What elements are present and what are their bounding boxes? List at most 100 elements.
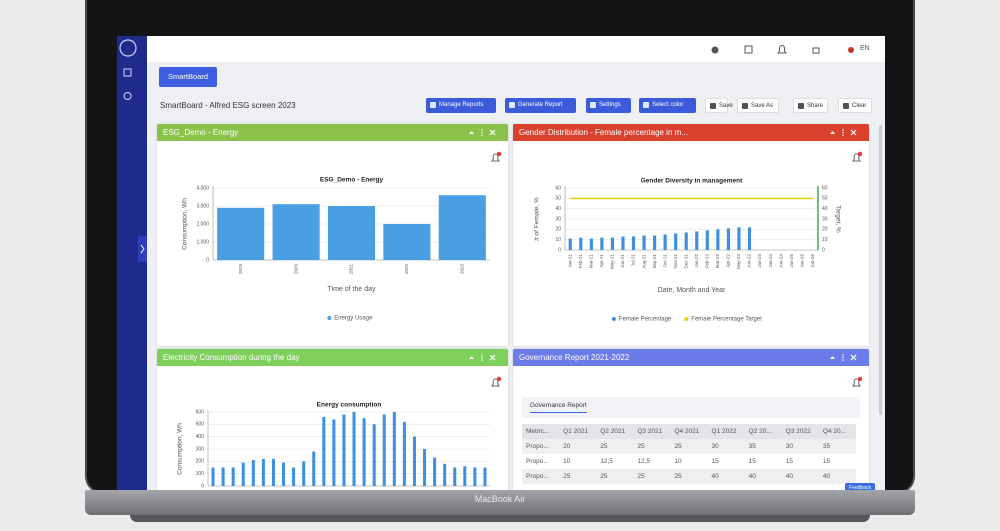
- alert-icon[interactable]: [851, 151, 863, 163]
- menu-dot: [842, 131, 844, 134]
- table-row: Propo... 10 12,5 12,5 10 15 15 15 15: [522, 454, 856, 469]
- cell: 40: [711, 473, 719, 480]
- menu-dot: [842, 134, 844, 136]
- alert-icon[interactable]: [851, 376, 863, 388]
- menu-dot: [481, 354, 483, 356]
- collapse-icon: [469, 356, 474, 359]
- settings-icon[interactable]: [711, 46, 719, 54]
- cell: 12,5: [637, 458, 650, 465]
- cell: Propo...: [526, 473, 549, 480]
- edit-icon[interactable]: [744, 45, 753, 54]
- sidebar: [117, 36, 147, 490]
- action-button[interactable]: Save: [705, 98, 733, 113]
- button-icon: [798, 103, 804, 109]
- cell: 30: [785, 443, 793, 450]
- menu-dot: [481, 359, 483, 361]
- menu-dot: [481, 356, 483, 359]
- button-label: Clear: [852, 103, 867, 109]
- home-icon[interactable]: [123, 68, 132, 77]
- action-button[interactable]: Share: [793, 98, 828, 113]
- panel: Gender Distribution - Female percentage …: [513, 124, 869, 346]
- collapse-icon: [830, 356, 835, 359]
- cell: 35: [822, 443, 831, 450]
- bell: [491, 378, 500, 387]
- menu-dot: [842, 356, 844, 359]
- column-header: Q3 2022: [785, 428, 811, 435]
- menu-dot: [842, 354, 844, 356]
- bell-icon[interactable]: [777, 45, 787, 54]
- cell: 15: [748, 458, 756, 465]
- button-icon: [643, 102, 649, 108]
- cell: 25: [637, 473, 645, 480]
- cell: 40: [822, 473, 831, 480]
- menu-dot: [842, 129, 844, 131]
- action-button[interactable]: Manage Reports: [426, 98, 496, 113]
- smartboard-button[interactable]: SmartBoard: [159, 67, 217, 87]
- panel: Governance Report 2021-2022 Governance Re…: [513, 349, 869, 490]
- feedback-button[interactable]: Feedback: [845, 483, 875, 490]
- bell: [852, 153, 861, 162]
- collapse-icon: [830, 131, 835, 134]
- cell: 40: [748, 473, 756, 480]
- panel-title: Gender Distribution - Female percentage …: [519, 128, 688, 137]
- cell: 40: [785, 473, 793, 480]
- table-row: Propo... 20 25 25 25 30 35 30 35: [522, 439, 856, 454]
- column-header: Q3 2021: [637, 428, 663, 435]
- menu-dot: [481, 131, 483, 134]
- action-button[interactable]: Settings: [586, 98, 631, 113]
- button-label: Settings: [599, 102, 621, 108]
- action-button[interactable]: Save As: [737, 98, 779, 113]
- topbar: EN: [147, 36, 885, 62]
- cell: 25: [563, 473, 571, 480]
- button-icon: [742, 103, 748, 109]
- cell: 15: [711, 458, 719, 465]
- bell: [852, 378, 861, 387]
- cell: 25: [600, 473, 608, 480]
- button-label: Save: [719, 103, 733, 109]
- cell: 10: [674, 458, 682, 465]
- menu-dot: [481, 129, 483, 131]
- cell: 12,5: [600, 458, 613, 465]
- button-label: Select color: [652, 102, 684, 108]
- panel-controls: [830, 129, 857, 136]
- cell: Propo...: [526, 443, 549, 450]
- bell: [491, 153, 500, 162]
- cell: 25: [674, 443, 682, 450]
- action-button[interactable]: Generate Report: [505, 98, 576, 113]
- cell: 30: [711, 443, 719, 450]
- header-row: Metric... Q1 2021 Q2 2021 Q3 2021 Q4 2021 Q1 …: [522, 424, 856, 439]
- language[interactable]: EN: [860, 45, 870, 52]
- action-button[interactable]: Clear: [838, 98, 872, 113]
- scrollbar[interactable]: [879, 125, 882, 415]
- action-button[interactable]: Select color: [639, 98, 696, 113]
- laptop-foot: [130, 515, 870, 522]
- panel-controls: [469, 354, 496, 361]
- panel-title: Electricity Consumption during the day: [163, 353, 300, 362]
- alert-icon[interactable]: [490, 151, 502, 163]
- panel-controls: [469, 129, 496, 136]
- panel-header: Electricity Consumption during the day: [157, 349, 508, 366]
- tab-bar: Governance Report: [522, 397, 860, 418]
- column-header: Q2 20...: [748, 428, 772, 435]
- panel: ESG_Demo - Energy: [157, 124, 508, 346]
- sidebar-toggle[interactable]: [138, 236, 147, 262]
- flag-icon[interactable]: [848, 47, 854, 53]
- board-title: SmartBoard - Alfred ESG screen 2023: [160, 101, 296, 110]
- panel-header: ESG_Demo - Energy: [157, 124, 508, 141]
- menu-icon[interactable]: [123, 92, 132, 100]
- close-icon: [489, 354, 496, 361]
- alert-icon[interactable]: [490, 376, 502, 388]
- cell: 20: [563, 443, 571, 450]
- logo: [119, 39, 137, 57]
- lock-icon[interactable]: [812, 47, 820, 54]
- tab[interactable]: Governance Report: [530, 402, 587, 413]
- cell: Propo...: [526, 458, 549, 465]
- cell: 15: [822, 458, 831, 465]
- button-icon: [710, 103, 716, 109]
- badge: [857, 151, 863, 157]
- menu-dot: [842, 359, 844, 361]
- data-table: Metric... Q1 2021 Q2 2021 Q3 2021 Q4 2021 Q1 …: [522, 424, 856, 484]
- panel-controls: [830, 354, 857, 361]
